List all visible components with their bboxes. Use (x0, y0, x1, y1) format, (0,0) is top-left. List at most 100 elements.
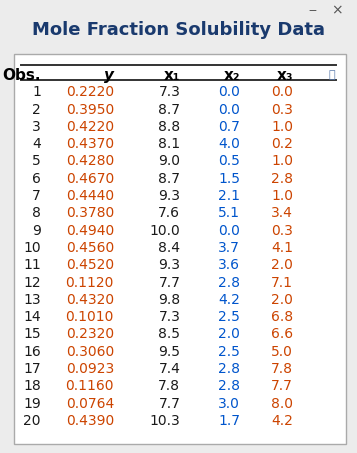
Text: 8.7: 8.7 (158, 172, 180, 186)
Text: 8: 8 (32, 207, 41, 220)
Text: 0.4440: 0.4440 (66, 189, 114, 203)
Text: 0.4560: 0.4560 (66, 241, 114, 255)
Text: 0.0764: 0.0764 (66, 397, 114, 411)
Text: 19: 19 (23, 397, 41, 411)
Text: 7.3: 7.3 (159, 85, 180, 99)
Text: 0.1120: 0.1120 (65, 275, 114, 289)
Text: 0.4940: 0.4940 (66, 224, 114, 238)
Text: 9: 9 (32, 224, 41, 238)
Text: 0.0923: 0.0923 (66, 362, 114, 376)
Text: 14: 14 (23, 310, 41, 324)
Text: 4.0: 4.0 (218, 137, 240, 151)
Text: ×: × (332, 4, 343, 18)
Text: 7.7: 7.7 (159, 397, 180, 411)
Text: 15: 15 (23, 328, 41, 342)
Text: 9.8: 9.8 (158, 293, 180, 307)
Text: ‒: ‒ (308, 5, 316, 17)
Text: x₁: x₁ (164, 68, 180, 83)
Text: 6: 6 (32, 172, 41, 186)
Text: 0.4520: 0.4520 (66, 258, 114, 272)
Text: 2.5: 2.5 (218, 345, 240, 359)
Text: 0.4370: 0.4370 (66, 137, 114, 151)
Text: 6.6: 6.6 (271, 328, 293, 342)
Text: 16: 16 (23, 345, 41, 359)
Text: 0.2320: 0.2320 (66, 328, 114, 342)
Text: 1: 1 (32, 85, 41, 99)
Text: 6.8: 6.8 (271, 310, 293, 324)
Text: 8.8: 8.8 (158, 120, 180, 134)
Text: 2.0: 2.0 (271, 293, 293, 307)
Text: 9.5: 9.5 (158, 345, 180, 359)
Text: 9.3: 9.3 (158, 258, 180, 272)
Text: 8.5: 8.5 (158, 328, 180, 342)
Text: 2.0: 2.0 (218, 328, 240, 342)
Text: 0.0: 0.0 (271, 85, 293, 99)
Text: 7.1: 7.1 (271, 275, 293, 289)
Text: 7.8: 7.8 (271, 362, 293, 376)
Text: x₃: x₃ (277, 68, 293, 83)
Text: 0.1010: 0.1010 (65, 310, 114, 324)
Text: 13: 13 (23, 293, 41, 307)
Text: Obs.: Obs. (2, 68, 41, 83)
Text: 0.4280: 0.4280 (66, 154, 114, 169)
Text: 1.5: 1.5 (218, 172, 240, 186)
Text: 5.1: 5.1 (218, 207, 240, 220)
Text: 2.0: 2.0 (271, 258, 293, 272)
Text: 0.1160: 0.1160 (65, 380, 114, 393)
Text: 0.3780: 0.3780 (66, 207, 114, 220)
Text: 17: 17 (23, 362, 41, 376)
Text: 18: 18 (23, 380, 41, 393)
Text: 2.8: 2.8 (218, 275, 240, 289)
Text: 2: 2 (32, 102, 41, 116)
Text: 0.0: 0.0 (218, 85, 240, 99)
Text: 0.0: 0.0 (218, 224, 240, 238)
Text: 4.1: 4.1 (271, 241, 293, 255)
Text: 7.8: 7.8 (158, 380, 180, 393)
Text: 2.8: 2.8 (218, 380, 240, 393)
Text: ⎕: ⎕ (328, 70, 335, 80)
Text: 4.2: 4.2 (218, 293, 240, 307)
Text: 4: 4 (32, 137, 41, 151)
FancyBboxPatch shape (14, 54, 346, 444)
Text: 0.5: 0.5 (218, 154, 240, 169)
Text: 8.0: 8.0 (271, 397, 293, 411)
Text: 7.7: 7.7 (159, 275, 180, 289)
Text: 8.4: 8.4 (158, 241, 180, 255)
Text: 5.0: 5.0 (271, 345, 293, 359)
Text: 8.1: 8.1 (158, 137, 180, 151)
Text: 0.4320: 0.4320 (66, 293, 114, 307)
Text: 9.3: 9.3 (158, 189, 180, 203)
Text: 3.0: 3.0 (218, 397, 240, 411)
Text: 3: 3 (32, 120, 41, 134)
Text: 5: 5 (32, 154, 41, 169)
Text: y: y (104, 68, 114, 83)
Text: x₂: x₂ (223, 68, 240, 83)
Text: 1.0: 1.0 (271, 189, 293, 203)
Text: 0.4670: 0.4670 (66, 172, 114, 186)
Text: 8.7: 8.7 (158, 102, 180, 116)
Text: 7: 7 (32, 189, 41, 203)
Text: 3.7: 3.7 (218, 241, 240, 255)
Text: 0.4390: 0.4390 (66, 414, 114, 428)
Text: 10: 10 (23, 241, 41, 255)
Text: 9.0: 9.0 (158, 154, 180, 169)
Text: 10.0: 10.0 (150, 224, 180, 238)
Text: 3.6: 3.6 (218, 258, 240, 272)
Text: 2.8: 2.8 (218, 362, 240, 376)
Text: 0.2220: 0.2220 (66, 85, 114, 99)
Text: 0.3950: 0.3950 (66, 102, 114, 116)
Text: 0.3: 0.3 (271, 224, 293, 238)
Text: 10.3: 10.3 (150, 414, 180, 428)
Text: 0.0: 0.0 (218, 102, 240, 116)
Text: 7.4: 7.4 (159, 362, 180, 376)
Text: 1.0: 1.0 (271, 154, 293, 169)
Text: 1.7: 1.7 (218, 414, 240, 428)
Text: 0.3: 0.3 (271, 102, 293, 116)
Text: 1.0: 1.0 (271, 120, 293, 134)
Text: 4.2: 4.2 (271, 414, 293, 428)
Text: 0.3060: 0.3060 (66, 345, 114, 359)
Text: 0.7: 0.7 (218, 120, 240, 134)
Text: 20: 20 (23, 414, 41, 428)
Text: 7.3: 7.3 (159, 310, 180, 324)
Text: 2.1: 2.1 (218, 189, 240, 203)
